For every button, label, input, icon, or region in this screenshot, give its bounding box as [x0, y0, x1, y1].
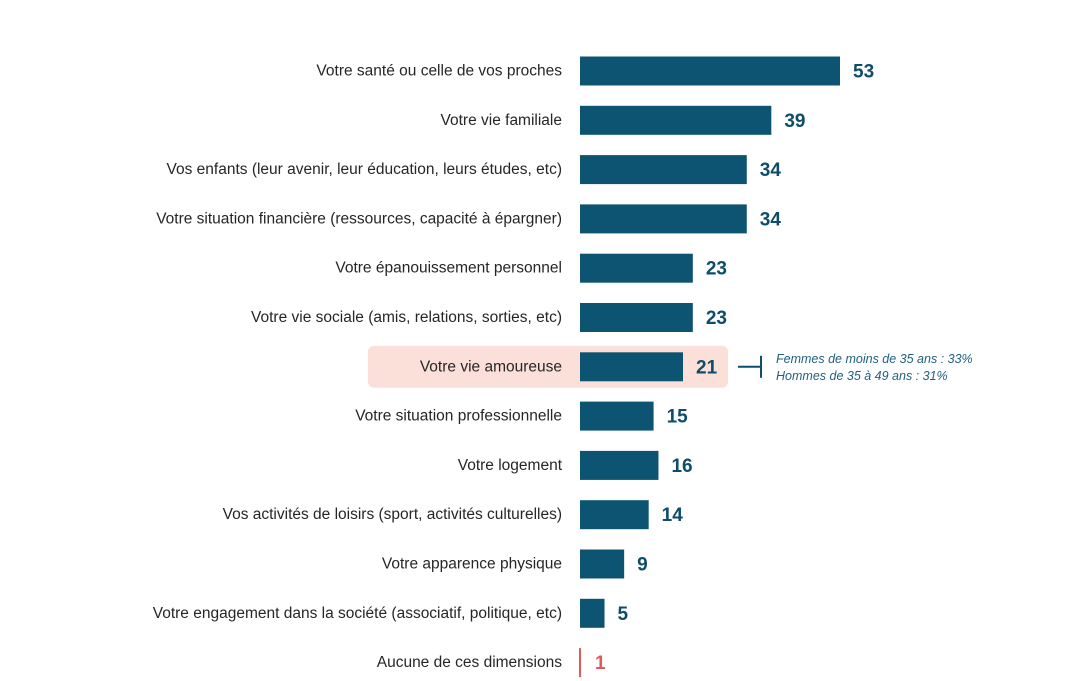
- value-label: 39: [784, 111, 805, 132]
- category-label: Votre vie amoureuse: [420, 358, 562, 375]
- category-label: Votre engagement dans la société (associ…: [153, 605, 562, 622]
- bar: [580, 549, 625, 579]
- category-label: Vos enfants (leur avenir, leur éducation…: [167, 161, 562, 178]
- bar: [580, 598, 605, 628]
- bar: [580, 303, 693, 332]
- value-label: 14: [662, 505, 684, 526]
- category-label: Votre vie familiale: [441, 112, 562, 129]
- annotation-text: Femmes de moins de 35 ans : 33%: [776, 352, 973, 366]
- category-label: Votre apparence physique: [382, 556, 562, 573]
- value-label: 34: [760, 209, 782, 230]
- value-label: 9: [637, 555, 648, 576]
- category-label: Votre santé ou celle de vos proches: [316, 63, 562, 80]
- value-label: 23: [706, 259, 727, 280]
- bar: [579, 648, 581, 678]
- category-label: Votre situation financière (ressources, …: [156, 210, 562, 227]
- bar: [580, 450, 659, 480]
- value-label: 16: [671, 456, 692, 477]
- category-label: Aucune de ces dimensions: [377, 654, 563, 671]
- annotation-text: Hommes de 35 à 49 ans : 31%: [776, 369, 948, 383]
- category-label: Votre logement: [458, 457, 563, 474]
- value-label: 34: [760, 160, 782, 181]
- bar: [580, 253, 693, 283]
- category-label: Votre épanouissement personnel: [335, 260, 562, 277]
- category-label: Votre vie sociale (amis, relations, sort…: [251, 309, 562, 326]
- bar: [580, 204, 747, 234]
- value-label: 53: [853, 62, 874, 83]
- value-label: 5: [618, 604, 629, 625]
- value-label: 1: [595, 653, 606, 674]
- bar: [580, 352, 684, 382]
- bar: [580, 155, 747, 185]
- bar: [580, 105, 772, 135]
- bar: [580, 500, 649, 530]
- category-label: Votre situation professionnelle: [355, 408, 562, 425]
- value-label: 21: [696, 357, 718, 378]
- value-label: 23: [706, 308, 727, 329]
- bar: [580, 56, 840, 86]
- bar: [580, 401, 654, 431]
- category-label: Vos activités de loisirs (sport, activit…: [223, 506, 562, 523]
- value-label: 15: [667, 407, 689, 428]
